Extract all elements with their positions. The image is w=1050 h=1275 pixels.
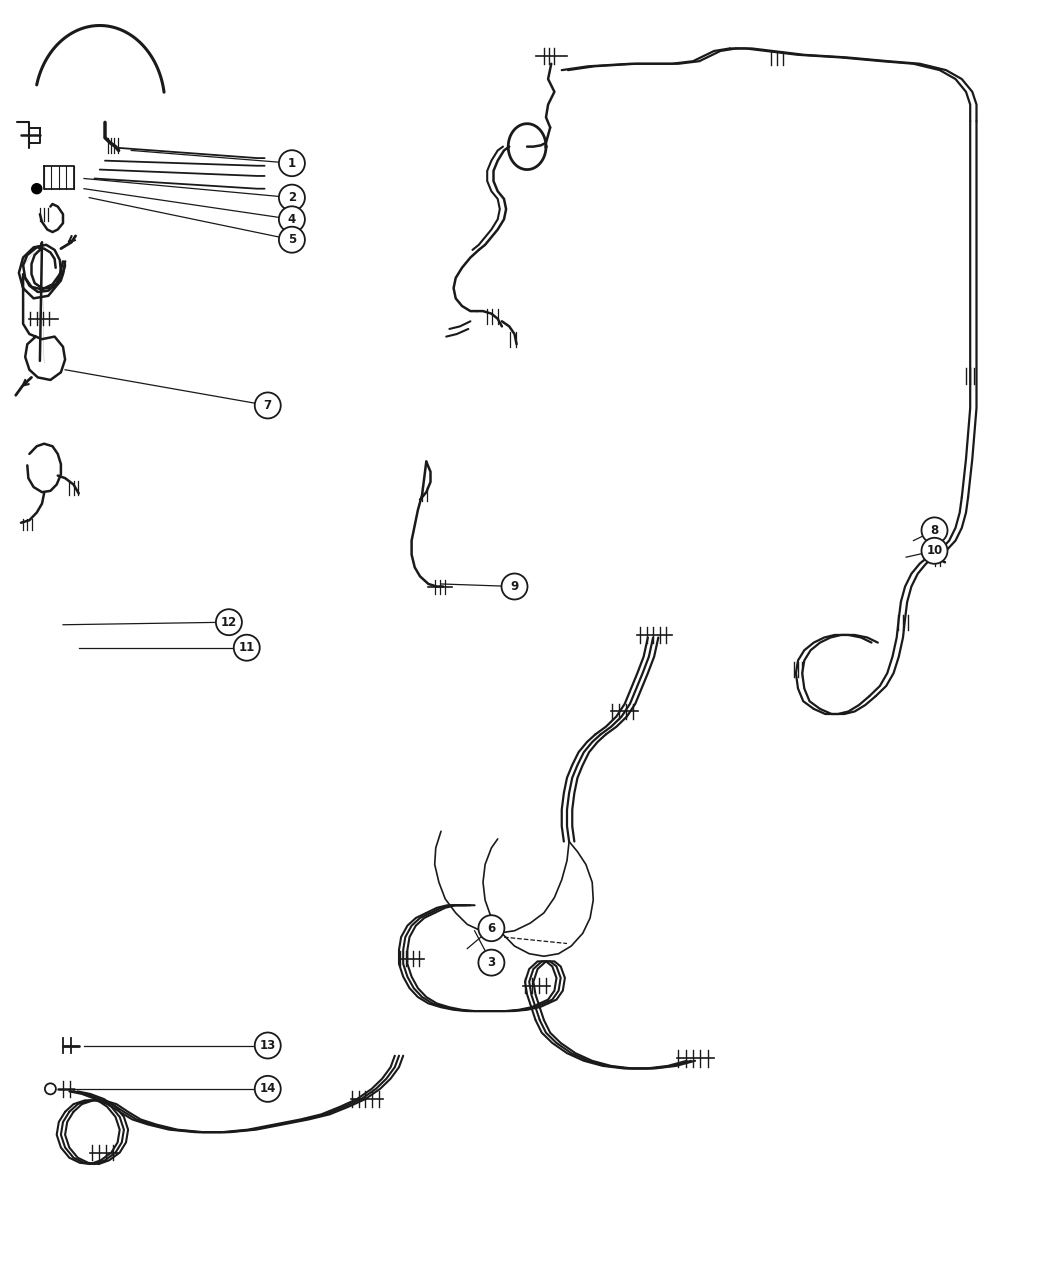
Text: 12: 12 [220,616,237,629]
Circle shape [502,574,527,599]
Text: 8: 8 [930,524,939,537]
Circle shape [479,950,504,975]
Circle shape [255,1076,280,1102]
Circle shape [255,393,280,418]
Text: 14: 14 [259,1082,276,1095]
Text: 13: 13 [259,1039,276,1052]
Text: 7: 7 [264,399,272,412]
Circle shape [234,635,259,660]
Text: 11: 11 [238,641,255,654]
Circle shape [479,915,504,941]
Text: 2: 2 [288,191,296,204]
Circle shape [279,185,304,210]
Text: 3: 3 [487,956,496,969]
Circle shape [279,150,304,176]
Text: 10: 10 [926,544,943,557]
Text: 4: 4 [288,213,296,226]
Circle shape [255,1033,280,1058]
Text: 1: 1 [288,157,296,170]
Circle shape [32,184,42,194]
Circle shape [922,538,947,564]
Text: 6: 6 [487,922,496,935]
Circle shape [279,227,304,252]
Circle shape [922,518,947,543]
Circle shape [216,609,242,635]
Text: 5: 5 [288,233,296,246]
Circle shape [45,1084,56,1094]
Circle shape [279,207,304,232]
Text: 9: 9 [510,580,519,593]
